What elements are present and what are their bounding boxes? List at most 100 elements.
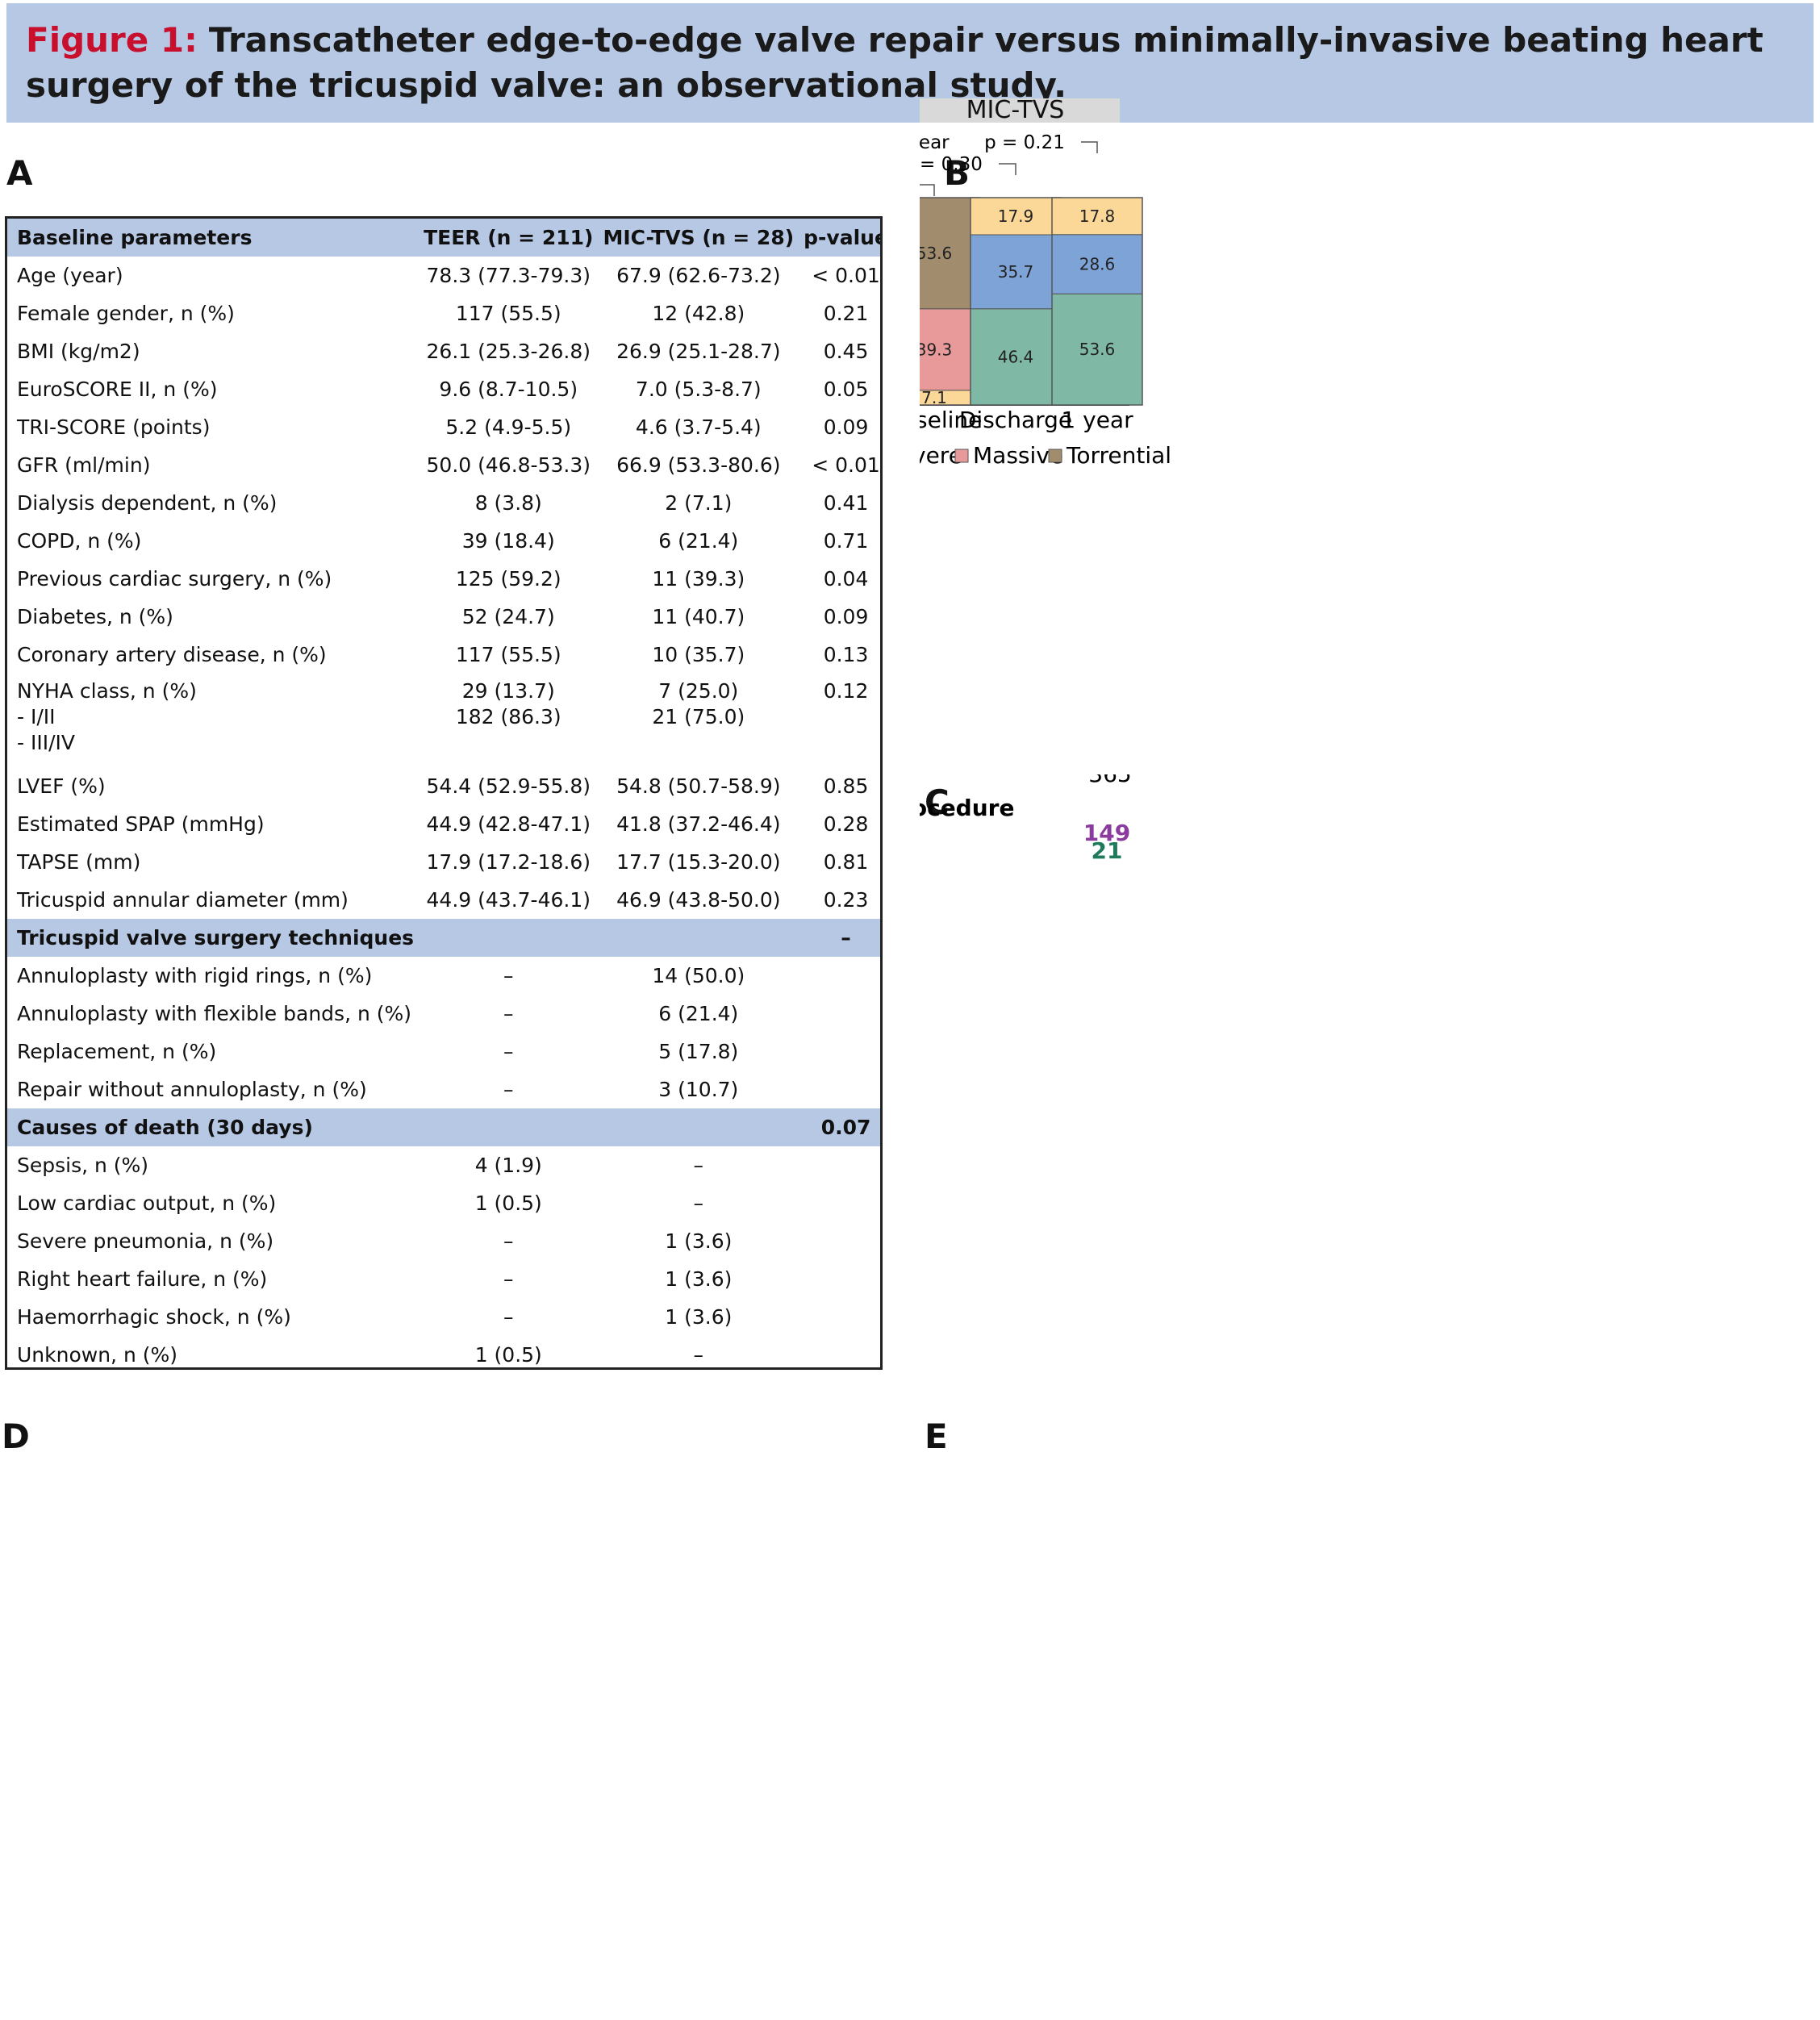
table-row: Annuloplasty with flexible bands, n (%) –… — [7, 995, 880, 1033]
table-cell: 117 (55.5) — [455, 643, 561, 666]
bar-segment — [1051, 293, 1143, 406]
table-cell: 0.85 — [823, 774, 869, 798]
table-cell: Annuloplasty with flexible bands, n (%) — [17, 1002, 412, 1025]
table-cell-line: 7 (25.0) — [658, 679, 739, 703]
table-cell-line: 21 (75.0) — [652, 705, 745, 728]
table-cell: 0.81 — [823, 850, 869, 874]
bar-segment — [1051, 234, 1143, 294]
table-cell: TRI-SCORE (points) — [17, 415, 211, 439]
table-row: Estimated SPAP (mmHg) 44.9 (42.8-47.1) 41.… — [7, 805, 880, 843]
table-cell: 3 (10.7) — [658, 1078, 739, 1101]
table-cell: 66.9 (53.3-80.6) — [616, 453, 781, 477]
table-row: Female gender, n (%) 117 (55.5) 12 (42.8) 0… — [7, 294, 880, 332]
table-cell: 5.2 (4.9-5.5) — [445, 415, 572, 439]
table-cell — [799, 957, 880, 995]
figure-title-text: Figure 1: Transcatheter edge-to-edge valv… — [26, 18, 1794, 108]
table-row: Low cardiac output, n (%) 1 (0.5) – — [7, 1184, 880, 1222]
bar-segment — [920, 197, 980, 310]
table-cell: 44.9 (43.7-46.1) — [426, 888, 591, 912]
comparison-p: p = 0.21 — [984, 132, 1065, 153]
table-cell: 50.0 (46.8-53.3) — [426, 453, 591, 477]
table-cell — [799, 1298, 880, 1336]
legend-swatch — [954, 449, 969, 463]
bar-segment — [970, 308, 1062, 406]
table-cell: 0.21 — [823, 302, 869, 325]
table-cell: 0.04 — [823, 567, 869, 591]
table-cell: Repair without annuloplasty, n (%) — [17, 1078, 367, 1101]
table-header-cell: – — [799, 919, 880, 957]
table-cell: 14 (50.0) — [652, 964, 745, 987]
table-row: Previous cardiac surgery, n (%) 125 (59.2… — [7, 560, 880, 598]
table-cell: 10 (35.7) — [652, 643, 745, 666]
table-header-cell: p-value — [799, 219, 880, 257]
bar-value-label: 39.3 — [920, 340, 952, 359]
x-tick-label: Baseline — [920, 407, 982, 433]
table-row: Tricuspid annular diameter (mm) 44.9 (43.… — [7, 881, 880, 919]
table-cell: 5 (17.8) — [658, 1040, 739, 1063]
legend-label: Torrential — [1066, 442, 1171, 469]
x-tick-label: 365 — [1088, 774, 1131, 787]
table-cell: 54.8 (50.7-58.9) — [616, 774, 781, 798]
table-cell: < 0.01 — [812, 453, 880, 477]
bar-value-label: 7.1 — [921, 388, 947, 407]
table-header-row: Causes of death (30 days) 0.07 — [7, 1108, 880, 1146]
bar-value-label: 28.6 — [1079, 254, 1116, 273]
bar-value-label: 53.6 — [1079, 340, 1116, 359]
table-cell: 117 (55.5) — [455, 302, 561, 325]
table-cell: 7 (25.0) 21 (75.0) — [598, 674, 799, 767]
figure-title: Transcatheter edge-to-edge valve repair … — [26, 20, 1764, 105]
table-cell: Coronary artery disease, n (%) — [17, 643, 327, 666]
table-cell: EuroSCORE II, n (%) — [17, 378, 218, 401]
survival-chart-d: 020406080100Survival (%)30180365Days sin… — [0, 1410, 904, 2020]
table-cell: 29 (13.7) 182 (86.3) — [419, 674, 598, 767]
table-cell — [799, 1146, 880, 1184]
panel-letter-e: E — [925, 1417, 948, 1456]
comparison-p: p = 0.30 — [920, 154, 983, 175]
bar-value-label: 17.9 — [998, 207, 1034, 226]
bar-outline — [1051, 197, 1143, 406]
table-cell: 17.9 (17.2-18.6) — [426, 850, 591, 874]
table-cell: – — [503, 1305, 514, 1329]
table-cell: Annuloplasty with rigid rings, n (%) — [17, 964, 373, 987]
comparison-bracket — [999, 163, 1016, 175]
table-cell: 6 (21.4) — [658, 529, 739, 553]
table-cell: 1 (0.5) — [474, 1343, 542, 1367]
bar-value-label: 46.4 — [998, 347, 1034, 366]
table-cell: 8 (3.8) — [474, 491, 542, 515]
table-cell: Right heart failure, n (%) — [17, 1267, 268, 1291]
legend-swatch — [1048, 449, 1062, 463]
table-cell: Tricuspid annular diameter (mm) — [17, 888, 349, 912]
table-header-cell: 0.07 — [799, 1108, 880, 1146]
table-row: Unknown, n (%) 1 (0.5) – — [7, 1336, 880, 1367]
table-cell: 0.28 — [823, 812, 869, 836]
table-cell: NYHA class, n (%) - I/II - III/IV — [7, 674, 419, 767]
table-cell: Female gender, n (%) — [17, 302, 235, 325]
baseline-table-grid: Baseline parameters TEER (n = 211) MIC-TVS… — [7, 219, 880, 1367]
table-header-row: Tricuspid valve surgery techniques – — [7, 919, 880, 957]
table-cell: 78.3 (77.3-79.3) — [426, 264, 591, 287]
table-header-cell — [419, 919, 599, 957]
table-cell: Age (year) — [17, 264, 123, 287]
table-cell: Previous cardiac surgery, n (%) — [17, 567, 332, 591]
stacked-bar-chart: TEERMIC-TVS0%20%40%60%80%100%45.532.721.… — [920, 96, 1171, 469]
survival-chart-c: 020406080100Survival (%)30180365Days sin… — [920, 774, 1132, 864]
table-header-cell: Baseline parameters — [7, 219, 420, 257]
table-row: Replacement, n (%) – 5 (17.8) — [7, 1033, 880, 1071]
bar-value-label: 53.6 — [920, 244, 952, 263]
table-cell: 0.12 — [799, 674, 880, 767]
table-cell: 11 (39.3) — [652, 567, 745, 591]
table-cell: 0.23 — [823, 888, 869, 912]
bar-segment — [1051, 197, 1143, 236]
x-axis-label: Days since procedure — [920, 795, 1014, 821]
table-row: Diabetes, n (%) 52 (24.7) 11 (40.7) 0.09 — [7, 598, 880, 636]
table-cell: – — [693, 1154, 704, 1177]
table-header-cell: TEER (n = 211) — [419, 219, 599, 257]
table-row: Sepsis, n (%) 4 (1.9) – — [7, 1146, 880, 1184]
table-cell: < 0.01 — [812, 264, 880, 287]
table-cell: Haemorrhagic shock, n (%) — [17, 1305, 291, 1329]
figure-label: Figure 1: — [26, 20, 198, 60]
table-header-row: Baseline parameters TEER (n = 211) MIC-TVS… — [7, 219, 880, 257]
table-row: Dialysis dependent, n (%) 8 (3.8) 2 (7.1) 0… — [7, 484, 880, 522]
table-cell: Estimated SPAP (mmHg) — [17, 812, 265, 836]
panel-letter-b: B — [944, 153, 971, 193]
